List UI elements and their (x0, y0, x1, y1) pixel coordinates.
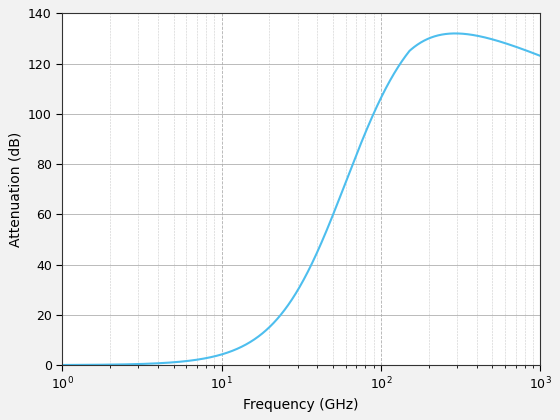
X-axis label: Frequency (GHz): Frequency (GHz) (244, 398, 359, 412)
Y-axis label: Attenuation (dB): Attenuation (dB) (8, 131, 22, 247)
